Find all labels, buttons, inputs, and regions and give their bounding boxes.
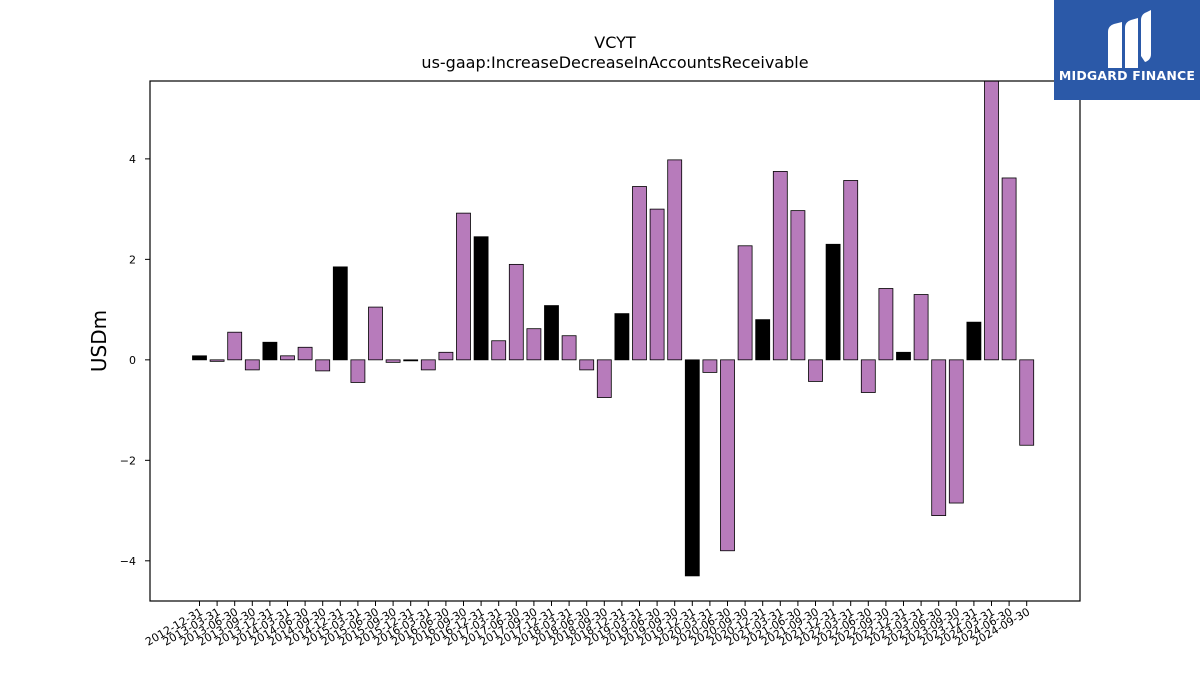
bar-2020-06-30 bbox=[720, 359, 735, 552]
x-ticks-group: 2012-12-312013-03-312013-06-302013-09-30… bbox=[143, 601, 1032, 649]
midgard-logo-icon bbox=[1108, 10, 1151, 68]
bar-2015-03-31 bbox=[350, 359, 366, 383]
bar-2017-12-31 bbox=[544, 305, 559, 361]
chart-subtitle: us-gaap:IncreaseDecreaseInAccountsReceiv… bbox=[421, 53, 808, 72]
bar-2018-03-31 bbox=[561, 335, 577, 361]
bar-2015-09-30 bbox=[385, 359, 401, 363]
bar-2022-12-31 bbox=[896, 351, 911, 361]
bar-2018-12-31 bbox=[614, 313, 630, 361]
bar-2021-06-30 bbox=[790, 210, 806, 361]
midgard-finance-logo: MIDGARD FINANCE bbox=[1054, 0, 1200, 100]
y-tick-label: −2 bbox=[120, 454, 136, 467]
bar-2024-06-30 bbox=[1001, 177, 1017, 361]
bar-2022-09-30 bbox=[878, 288, 894, 361]
bar-2013-06-30 bbox=[227, 331, 243, 361]
y-tick-label: 0 bbox=[129, 354, 136, 367]
bar-2021-09-30 bbox=[808, 359, 823, 382]
bar-2024-09-30 bbox=[1019, 359, 1035, 446]
bar-2016-09-30 bbox=[456, 212, 471, 361]
bar-2016-06-30 bbox=[438, 351, 454, 361]
bar-2014-03-31 bbox=[280, 355, 295, 361]
bar-2019-12-31 bbox=[684, 359, 700, 577]
logo-text: MIDGARD FINANCE bbox=[1058, 68, 1196, 83]
bar-2014-09-30 bbox=[315, 359, 331, 372]
bar-2018-09-30 bbox=[596, 359, 612, 398]
bar-2020-09-30 bbox=[737, 245, 753, 361]
y-axis-label: USDm bbox=[87, 310, 111, 372]
bar-2016-03-31 bbox=[420, 359, 436, 371]
bar-2017-09-30 bbox=[526, 328, 542, 361]
bar-2024-03-31 bbox=[984, 80, 999, 361]
bar-2016-12-31 bbox=[473, 236, 489, 361]
bar-2017-06-30 bbox=[508, 263, 524, 361]
bar-2014-12-31 bbox=[332, 266, 348, 361]
bar-2023-03-31 bbox=[913, 294, 929, 361]
bar-2017-03-31 bbox=[491, 340, 507, 361]
bar-2021-03-31 bbox=[772, 171, 788, 361]
bar-2019-03-31 bbox=[632, 186, 647, 361]
bar-2013-12-31 bbox=[262, 341, 278, 361]
bar-2019-06-30 bbox=[649, 208, 665, 361]
bar-2022-03-31 bbox=[843, 180, 859, 361]
bar-2023-12-31 bbox=[966, 321, 982, 361]
y-tick-label: 2 bbox=[129, 253, 136, 266]
bar-2013-03-31 bbox=[209, 359, 225, 362]
bar-2019-09-30 bbox=[667, 159, 683, 361]
chart-title: VCYT bbox=[594, 33, 636, 52]
y-tick-label: 4 bbox=[129, 153, 136, 166]
y-ticks-group: −4 −2 0 2 4 bbox=[120, 153, 150, 568]
bar-2021-12-31 bbox=[825, 243, 841, 361]
bar-2022-06-30 bbox=[860, 359, 876, 393]
bar-2020-12-31 bbox=[755, 319, 771, 361]
bar-2013-09-30 bbox=[244, 359, 260, 371]
bar-2014-06-30 bbox=[297, 346, 313, 361]
bar-2015-12-31 bbox=[403, 359, 419, 362]
bar-2018-06-30 bbox=[579, 359, 595, 371]
bar-2015-06-30 bbox=[368, 306, 383, 361]
bar-2023-06-30 bbox=[931, 359, 947, 516]
bar-2023-09-30 bbox=[948, 359, 964, 504]
plot-frame bbox=[149, 80, 1081, 602]
bar-2020-03-31 bbox=[702, 359, 718, 373]
bars-group bbox=[192, 80, 1035, 577]
bar-2012-12-31 bbox=[192, 355, 207, 361]
y-tick-label: −4 bbox=[120, 555, 136, 568]
